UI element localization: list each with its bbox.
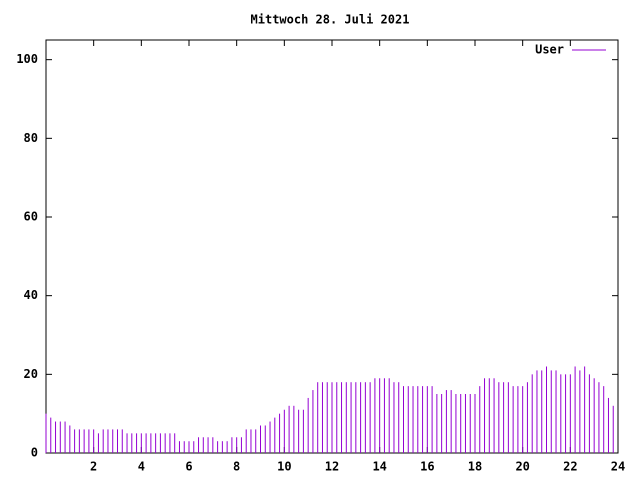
x-tick-label: 8 bbox=[233, 460, 240, 474]
x-tick-label: 12 bbox=[325, 460, 339, 474]
y-tick-label: 0 bbox=[31, 446, 38, 460]
x-tick-label: 22 bbox=[563, 460, 577, 474]
x-tick-label: 24 bbox=[611, 460, 625, 474]
y-tick-label: 20 bbox=[24, 367, 38, 381]
x-tick-label: 16 bbox=[420, 460, 434, 474]
x-tick-label: 4 bbox=[138, 460, 145, 474]
chart-title: Mittwoch 28. Juli 2021 bbox=[251, 13, 410, 27]
x-tick-label: 10 bbox=[277, 460, 291, 474]
y-tick-label: 60 bbox=[24, 210, 38, 224]
x-tick-label: 18 bbox=[468, 460, 482, 474]
y-tick-label: 40 bbox=[24, 288, 38, 302]
y-tick-label: 80 bbox=[24, 131, 38, 145]
x-tick-label: 2 bbox=[90, 460, 97, 474]
x-tick-label: 20 bbox=[515, 460, 529, 474]
x-tick-label: 14 bbox=[372, 460, 386, 474]
x-tick-label: 6 bbox=[185, 460, 192, 474]
legend-label: User bbox=[535, 43, 564, 57]
y-tick-label: 100 bbox=[16, 52, 38, 66]
